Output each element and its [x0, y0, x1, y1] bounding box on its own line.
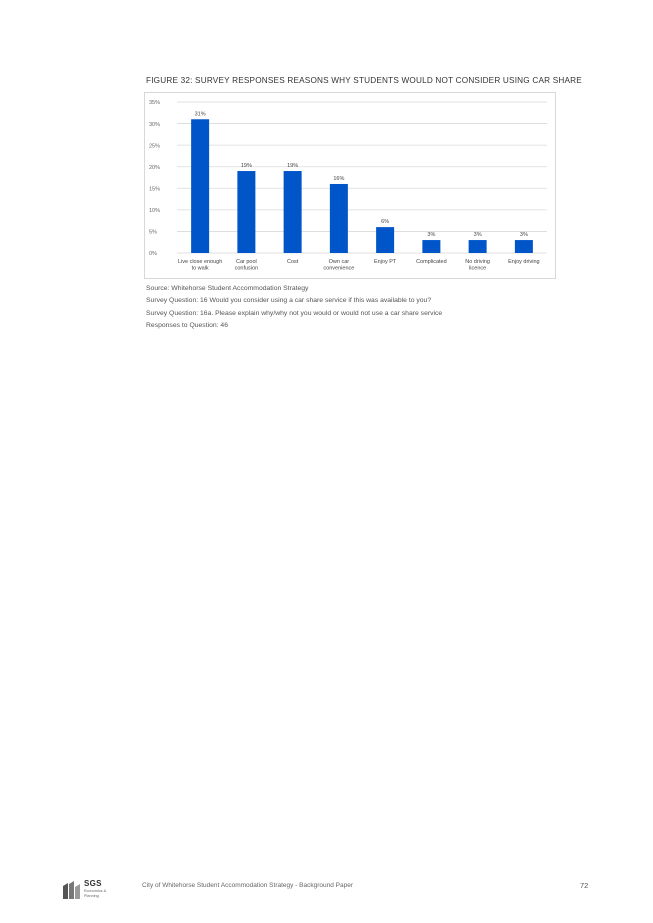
x-tick-label: Cost: [287, 259, 299, 265]
data-label: 3%: [474, 232, 482, 238]
bar: [376, 227, 395, 253]
data-label: 19%: [287, 163, 298, 169]
data-label: 6%: [381, 219, 389, 225]
x-tick-label: licence: [469, 266, 486, 272]
data-label: 3%: [520, 232, 528, 238]
survey-question-1: Survey Question: 16 Would you consider u…: [146, 297, 432, 305]
x-tick-label: convenience: [323, 266, 354, 272]
data-label: 19%: [241, 163, 252, 169]
y-tick-label: 10%: [149, 208, 160, 214]
y-tick-label: 20%: [149, 165, 160, 171]
y-tick-label: 25%: [149, 143, 160, 149]
x-tick-label: Own car: [329, 259, 350, 265]
bar: [514, 240, 533, 253]
figure-notes: Source: Whitehorse Student Accommodation…: [146, 283, 442, 332]
responses-count: Responses to Question: 46: [146, 321, 228, 329]
x-tick-label: Enjoy PT: [374, 259, 397, 265]
figure-title: FIGURE 32: SURVEY RESPONSES REASONS WHY …: [146, 76, 582, 85]
x-tick-label: Live close enough: [178, 259, 222, 265]
x-tick-label: Complicated: [416, 259, 447, 265]
y-tick-label: 15%: [149, 186, 160, 192]
chart-svg: 0% 5% 10% 15% 20% 25% 30% 35% 31% Live close enou…: [149, 100, 547, 272]
bar: [468, 240, 487, 253]
data-label: 31%: [195, 111, 206, 117]
bar: [283, 171, 302, 253]
data-label: 16%: [333, 176, 344, 182]
logo-subtitle: Economics & Planning: [84, 889, 107, 898]
x-tick-label: Car pool: [236, 259, 257, 265]
bar: [422, 240, 441, 253]
bar: [191, 119, 210, 253]
source-note: Source: Whitehorse Student Accommodation…: [146, 285, 309, 292]
sgs-logo-icon: [62, 880, 114, 900]
survey-question-2: Survey Question: 16a. Please explain why…: [146, 309, 443, 317]
x-tick-label: to walk: [192, 266, 209, 272]
x-tick-label: confusion: [235, 266, 259, 272]
data-label: 3%: [427, 232, 435, 238]
logo-name: SGS: [84, 879, 102, 888]
x-tick-label: No driving: [465, 259, 490, 265]
x-tick-label: Enjoy driving: [508, 259, 540, 265]
y-tick-label: 30%: [149, 122, 160, 128]
bar: [237, 171, 256, 253]
footer-document-title: City of Whitehorse Student Accommodation…: [142, 882, 353, 889]
page-number: 72: [580, 881, 589, 890]
y-tick-label: 0%: [149, 251, 157, 257]
y-tick-label: 35%: [149, 100, 160, 106]
bar-chart: 0% 5% 10% 15% 20% 25% 30% 35% 31% Live close enou…: [144, 92, 556, 279]
y-tick-label: 5%: [149, 230, 157, 236]
bar: [329, 183, 348, 253]
